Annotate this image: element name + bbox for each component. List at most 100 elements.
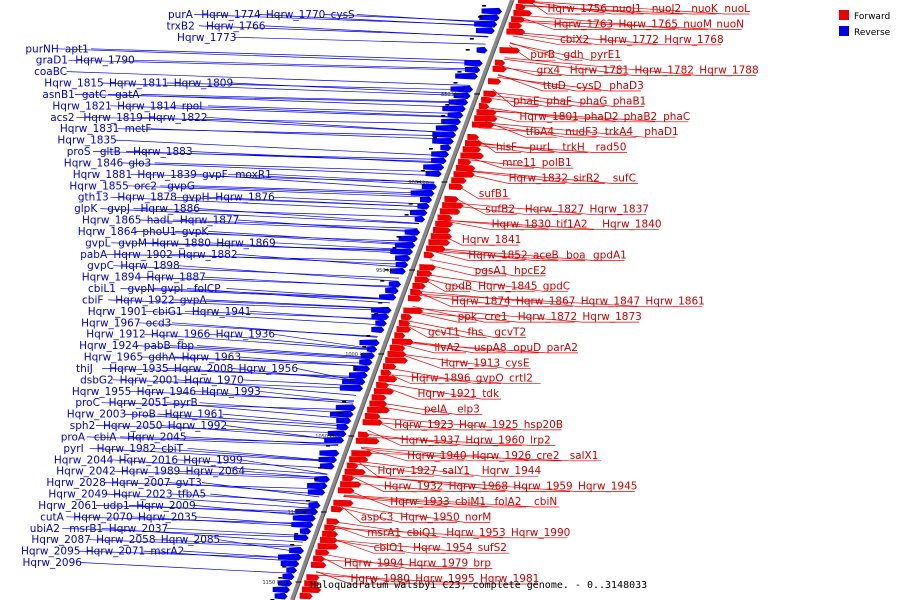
reverse-connector	[153, 539, 302, 547]
reverse-connector	[190, 151, 442, 164]
forward-gene-label: Hqrw_1944	[482, 465, 542, 477]
forward-connector	[364, 436, 556, 446]
reverse-gene-label: Hqrw_2044	[54, 454, 114, 466]
forward-gene-arrow	[380, 369, 392, 376]
forward-gene-label: Hqrw_1921	[418, 388, 477, 400]
forward-connector	[405, 324, 460, 338]
reverse-connector	[196, 345, 371, 358]
reverse-gene-label: orc2	[134, 180, 157, 192]
forward-gene-label: nuoJ1	[612, 3, 642, 15]
forward-gene-arrow	[346, 462, 359, 469]
reverse-gene-arrow	[289, 547, 304, 554]
reverse-connector	[168, 482, 321, 495]
reverse-gene-label: gvpG	[167, 180, 195, 192]
reverse-gene-arrow	[465, 66, 481, 73]
forward-gene-label: nuoJ2	[652, 3, 682, 15]
reverse-gene-arrow	[366, 345, 378, 353]
reverse-gene-arrow	[324, 436, 345, 444]
reverse-gene-label: Hqrw_1982	[97, 443, 156, 455]
forward-gene-label: Hqrw_1873	[582, 311, 641, 323]
forward-connector	[452, 196, 517, 215]
forward-gene-arrow	[371, 394, 387, 401]
forward-connector	[517, 21, 676, 30]
reverse-gene-label: Hqrw_1965	[84, 352, 143, 364]
reverse-connector	[102, 368, 364, 377]
forward-gene-label: cysE	[505, 357, 529, 369]
reverse-connector	[208, 196, 426, 208]
reverse-connector	[222, 413, 346, 426]
reverse-gene-arrow	[318, 456, 337, 463]
forward-gene-label: Hqrw_1765	[619, 18, 678, 30]
forward-connector	[350, 475, 441, 492]
forward-connector	[351, 473, 570, 492]
minor-tick	[404, 214, 409, 216]
reverse-connector	[198, 208, 420, 224]
forward-gene-label: gdh	[564, 49, 584, 61]
forward-connector	[422, 278, 471, 292]
forward-gene-arrow	[322, 530, 339, 538]
minor-tick	[482, 5, 487, 7]
reverse-gene-label: cbiF	[82, 294, 103, 306]
reverse-gene-arrow	[410, 209, 428, 216]
forward-connector	[422, 277, 535, 292]
reverse-gene-label: Hqrw_1912	[86, 329, 145, 341]
reverse-gene-label: gdhA	[148, 352, 176, 364]
forward-gene-label: aceB	[533, 250, 559, 262]
forward-connector	[410, 311, 575, 323]
reverse-gene-label: Hqrw_1864	[78, 226, 138, 238]
forward-gene-label: Hqrw_1932	[384, 481, 443, 493]
reverse-gene-arrow	[390, 248, 413, 255]
reverse-gene-label: gvpF	[202, 169, 228, 181]
forward-gene-arrow	[364, 412, 381, 420]
minor-tick	[342, 401, 347, 403]
forward-gene-arrow	[453, 171, 475, 178]
forward-gene-label: cbiX2	[560, 34, 589, 46]
forward-gene-arrow	[306, 574, 320, 581]
forward-gene-arrow	[378, 375, 398, 383]
forward-gene-label: Hqrw_1995	[415, 573, 474, 585]
reverse-connector	[150, 128, 451, 140]
forward-connector	[491, 91, 645, 107]
reverse-connector	[218, 539, 300, 553]
forward-connector	[383, 386, 475, 400]
forward-gene-label: Hqrw_1874	[451, 296, 511, 308]
reverse-gene-arrow	[353, 365, 371, 372]
scale-label: 1150 kbp	[263, 580, 287, 586]
forward-gene-label: phaB2	[624, 111, 658, 123]
reverse-connector	[225, 425, 340, 441]
reverse-gene-label: gltB	[100, 146, 121, 158]
reverse-gene-label: gvpL	[85, 237, 111, 249]
forward-connector	[372, 417, 562, 431]
reverse-connector	[120, 436, 339, 444]
forward-gene-arrow	[324, 524, 336, 531]
forward-gene-arrow	[478, 102, 490, 110]
reverse-connector	[209, 242, 409, 254]
reverse-connector	[195, 173, 432, 191]
forward-connector	[450, 202, 647, 215]
forward-gene-arrow	[362, 419, 383, 426]
reverse-gene-label: gth13	[78, 192, 109, 204]
reverse-gene-label: Hqrw_2001	[120, 374, 179, 386]
reverse-gene-arrow	[307, 488, 326, 496]
forward-connector	[417, 293, 703, 308]
reverse-gene-label: purA	[168, 9, 194, 21]
forward-connector	[417, 291, 508, 308]
forward-gene-arrow	[396, 326, 412, 333]
forward-connector	[480, 122, 676, 138]
reverse-connector	[101, 527, 303, 543]
forward-gene-label: cre1	[485, 311, 508, 323]
forward-connector	[497, 76, 641, 92]
forward-gene-label: Hqrw_1937	[401, 434, 460, 446]
forward-gene-arrow	[492, 65, 507, 73]
reverse-connector	[95, 505, 314, 513]
forward-gene-label: pelA	[424, 404, 448, 416]
reverse-gene-label: pyrI	[63, 443, 83, 455]
reverse-gene-label: gvpK	[182, 226, 210, 238]
reverse-gene-label: proC	[75, 397, 100, 409]
reverse-gene-arrow	[448, 98, 469, 106]
forward-gene-label: hsp20B	[524, 419, 563, 431]
minor-tick	[392, 247, 397, 249]
reverse-connector	[154, 447, 333, 462]
forward-connector	[384, 383, 502, 400]
